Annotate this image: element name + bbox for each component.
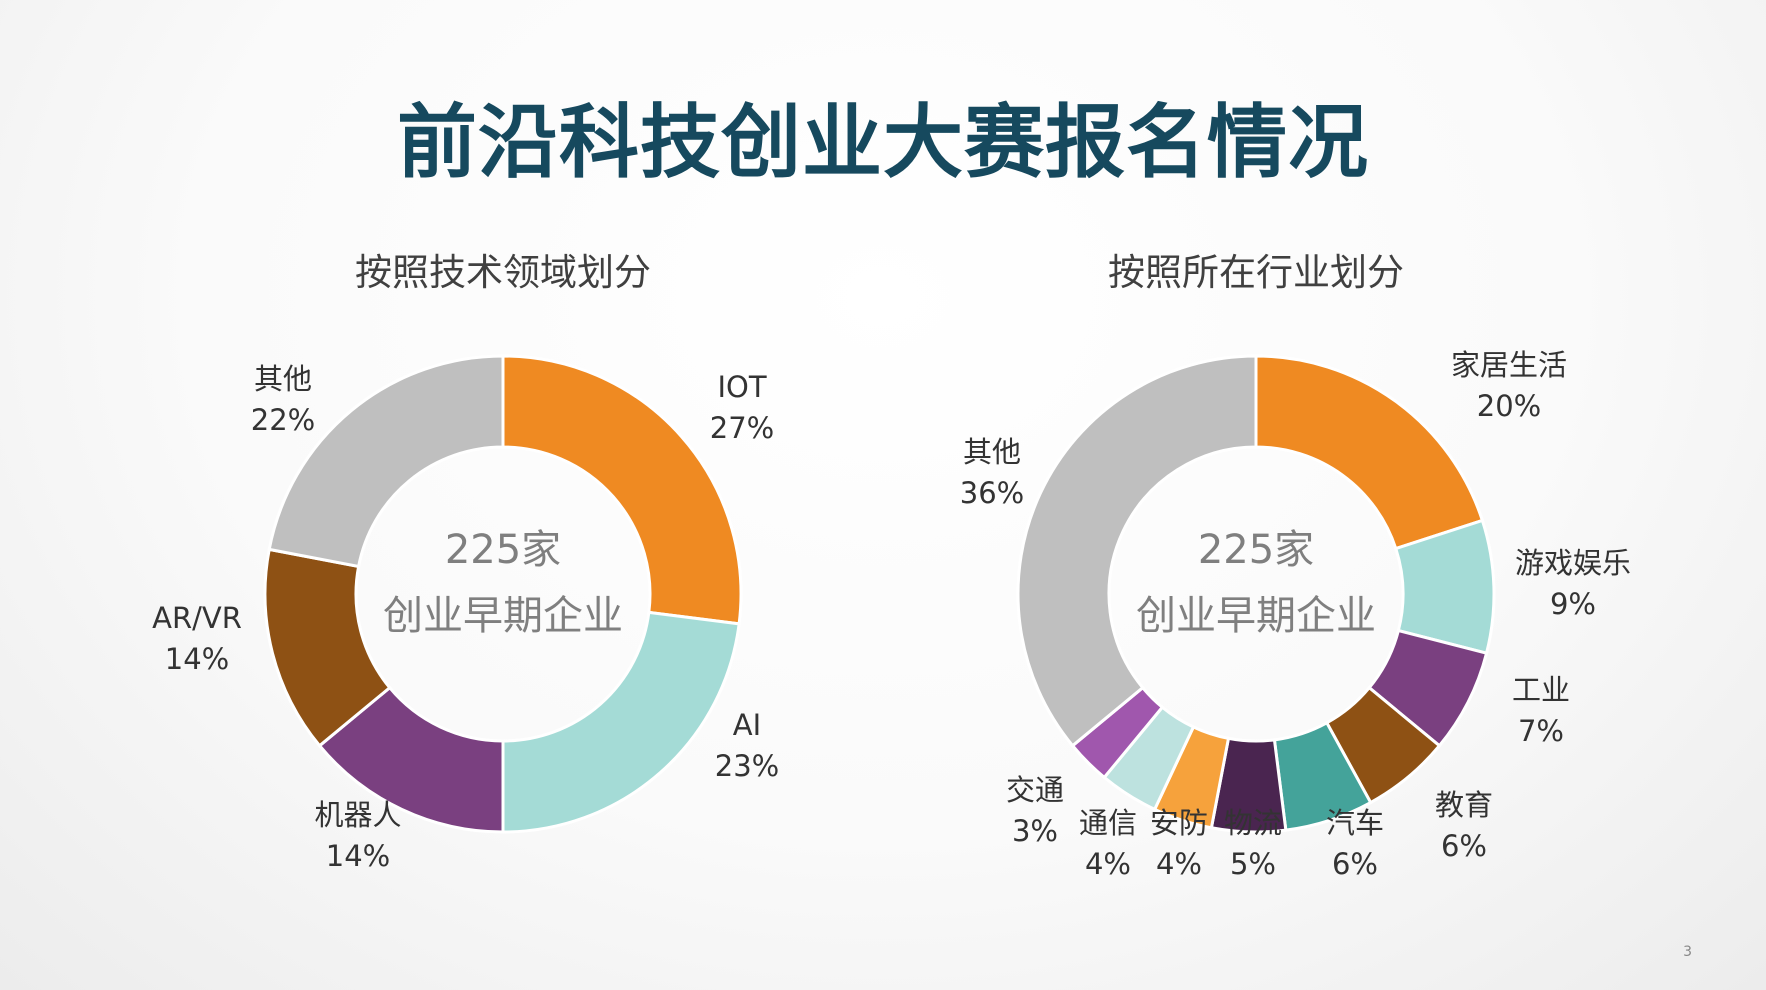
chart2-label-9: 其他 [963, 435, 1021, 469]
chart1-pct-2: 14% [326, 839, 390, 873]
left-chart-title: 按照技术领域划分 [355, 251, 651, 294]
chart2-pct-9: 36% [960, 476, 1024, 510]
chart2-pct-8: 3% [1012, 814, 1058, 848]
chart2-pct-7: 4% [1085, 847, 1131, 881]
chart2-center-count: 225家 [1198, 527, 1314, 573]
chart2-pct-3: 6% [1441, 829, 1487, 863]
page-number: 3 [1683, 944, 1692, 960]
chart1-label-2: 机器人 [314, 798, 401, 832]
chart2-pct-2: 7% [1518, 714, 1564, 748]
chart2-label-3: 教育 [1435, 788, 1493, 822]
chart1-pct-0: 27% [710, 411, 774, 445]
chart2-center-caption: 创业早期企业 [1136, 593, 1376, 639]
chart1-slice-0 [501, 354, 743, 626]
chart2-pct-4: 6% [1332, 847, 1378, 881]
chart2-label-0: 家居生活 [1451, 348, 1567, 382]
page-title: 前沿科技创业大赛报名情况 [397, 96, 1369, 189]
chart2-label-2: 工业 [1512, 673, 1570, 707]
chart2-label-5: 物流 [1224, 806, 1282, 840]
chart2-slice-0 [1254, 354, 1485, 551]
chart2-label-8: 交通 [1006, 773, 1064, 807]
chart1-center-count: 225家 [445, 527, 561, 573]
chart2-pct-5: 5% [1230, 847, 1276, 881]
chart1-label-1: AI [733, 708, 761, 742]
chart1-pct-1: 23% [715, 749, 779, 783]
chart2-label-6: 安防 [1150, 806, 1208, 840]
chart1-label-0: IOT [717, 370, 766, 404]
chart1-label-3: AR/VR [152, 601, 242, 635]
chart1-center-caption: 创业早期企业 [383, 593, 623, 639]
chart1-label-4: 其他 [254, 362, 312, 396]
chart1-pct-3: 14% [165, 642, 229, 676]
chart2-pct-0: 20% [1477, 389, 1541, 423]
chart2-slice-9 [1016, 354, 1258, 748]
chart2-label-7: 通信 [1079, 806, 1137, 840]
chart2-label-1: 游戏娱乐 [1515, 546, 1631, 580]
right-chart-title: 按照所在行业划分 [1108, 251, 1404, 294]
chart2-label-4: 汽车 [1326, 806, 1384, 840]
chart1-slice-1 [501, 610, 741, 834]
chart2-pct-6: 4% [1156, 847, 1202, 881]
chart1-pct-4: 22% [251, 403, 315, 437]
chart2-pct-1: 9% [1550, 587, 1596, 621]
chart1-slice-4 [267, 354, 505, 569]
